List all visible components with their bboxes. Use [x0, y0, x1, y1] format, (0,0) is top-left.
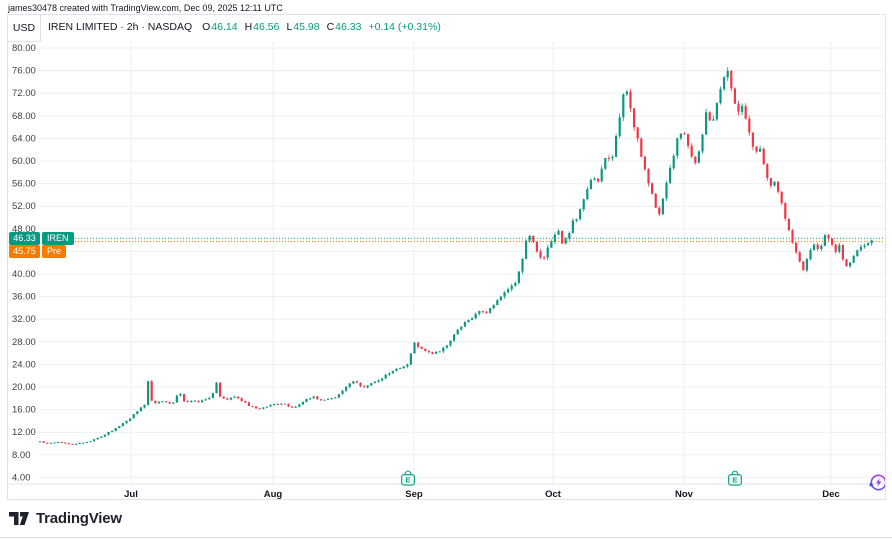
price-axis-label: 24.00: [12, 359, 36, 370]
logo-text: TradingView: [36, 510, 122, 527]
ohlc-close-value: 46.33: [335, 21, 362, 33]
price-axis-label: 80.00: [12, 43, 36, 54]
time-axis-label: Sep: [405, 489, 423, 499]
price-axis-label: 72.00: [12, 88, 36, 99]
change-value: +0.14 (+0.31%): [368, 21, 441, 33]
price-axis-label: 60.00: [12, 156, 36, 167]
symbol-title: IREN LIMITED · 2h · NASDAQ: [48, 21, 193, 33]
premarket-price-value: 45.75: [9, 245, 40, 259]
price-axis-label: 4.00: [12, 472, 31, 483]
earnings-icon[interactable]: E: [728, 470, 743, 486]
price-axis-label: 40.00: [12, 269, 36, 280]
current-price-value: 46.33: [9, 231, 40, 245]
svg-text:E: E: [732, 475, 737, 484]
ohlc-open-label: O: [202, 21, 211, 33]
price-label-current: 46.33 IREN: [9, 231, 74, 245]
ohlc-low-value: 45.98: [293, 21, 320, 33]
tradingview-logo-icon: [9, 512, 29, 525]
price-axis-label: 76.00: [12, 66, 36, 77]
chart-card: USD IREN LIMITED · 2h · NASDAQ O46.14 H46.…: [7, 14, 886, 500]
time-axis-label: Dec: [822, 489, 839, 499]
price-axis-label: 52.00: [12, 201, 36, 212]
price-axis-label: 48.00: [12, 224, 36, 235]
price-axis-label: 8.00: [12, 450, 31, 461]
time-axis-label: Nov: [675, 489, 694, 499]
ohlc-high-label: H: [244, 21, 253, 33]
flash-icon[interactable]: [869, 474, 885, 491]
price-axis-label: 64.00: [12, 133, 36, 144]
premarket-price-tag: Pre: [42, 245, 67, 259]
bottom-divider: [0, 537, 892, 538]
svg-text:E: E: [405, 475, 410, 484]
currency-button[interactable]: USD: [8, 15, 41, 42]
time-axis-label: Aug: [264, 489, 283, 499]
price-axis-label: 56.00: [12, 179, 36, 190]
price-axis-label: 16.00: [12, 405, 36, 416]
price-axis-label: 68.00: [12, 111, 36, 122]
ohlc-open-value: 46.14: [211, 21, 238, 33]
symbol-legend[interactable]: IREN LIMITED · 2h · NASDAQ O46.14 H46.56 L4…: [48, 21, 441, 33]
current-price-tag: IREN: [42, 231, 74, 245]
candlestick-chart[interactable]: 4.00 8.00 12.00 16.00 20.00 24.00 28.00 32.00 36…: [8, 15, 885, 499]
time-axis-label: Jul: [124, 489, 138, 499]
ohlc-low-label: L: [286, 21, 293, 33]
price-axis-label: 28.00: [12, 337, 36, 348]
price-axis-label: 32.00: [12, 314, 36, 325]
tradingview-logo[interactable]: TradingView: [8, 510, 122, 527]
ohlc-high-value: 46.56: [253, 21, 280, 33]
ohlc-close-label: C: [326, 21, 335, 33]
price-axis-label: 12.00: [12, 427, 36, 438]
earnings-icon[interactable]: E: [401, 470, 416, 486]
time-axis-label: Oct: [545, 489, 562, 499]
attribution: james30478 created with TradingView.com,…: [8, 3, 283, 13]
price-axis-label: 36.00: [12, 292, 36, 303]
price-axis-label: 20.00: [12, 382, 36, 393]
price-label-premarket: 45.75 Pre: [9, 245, 67, 259]
